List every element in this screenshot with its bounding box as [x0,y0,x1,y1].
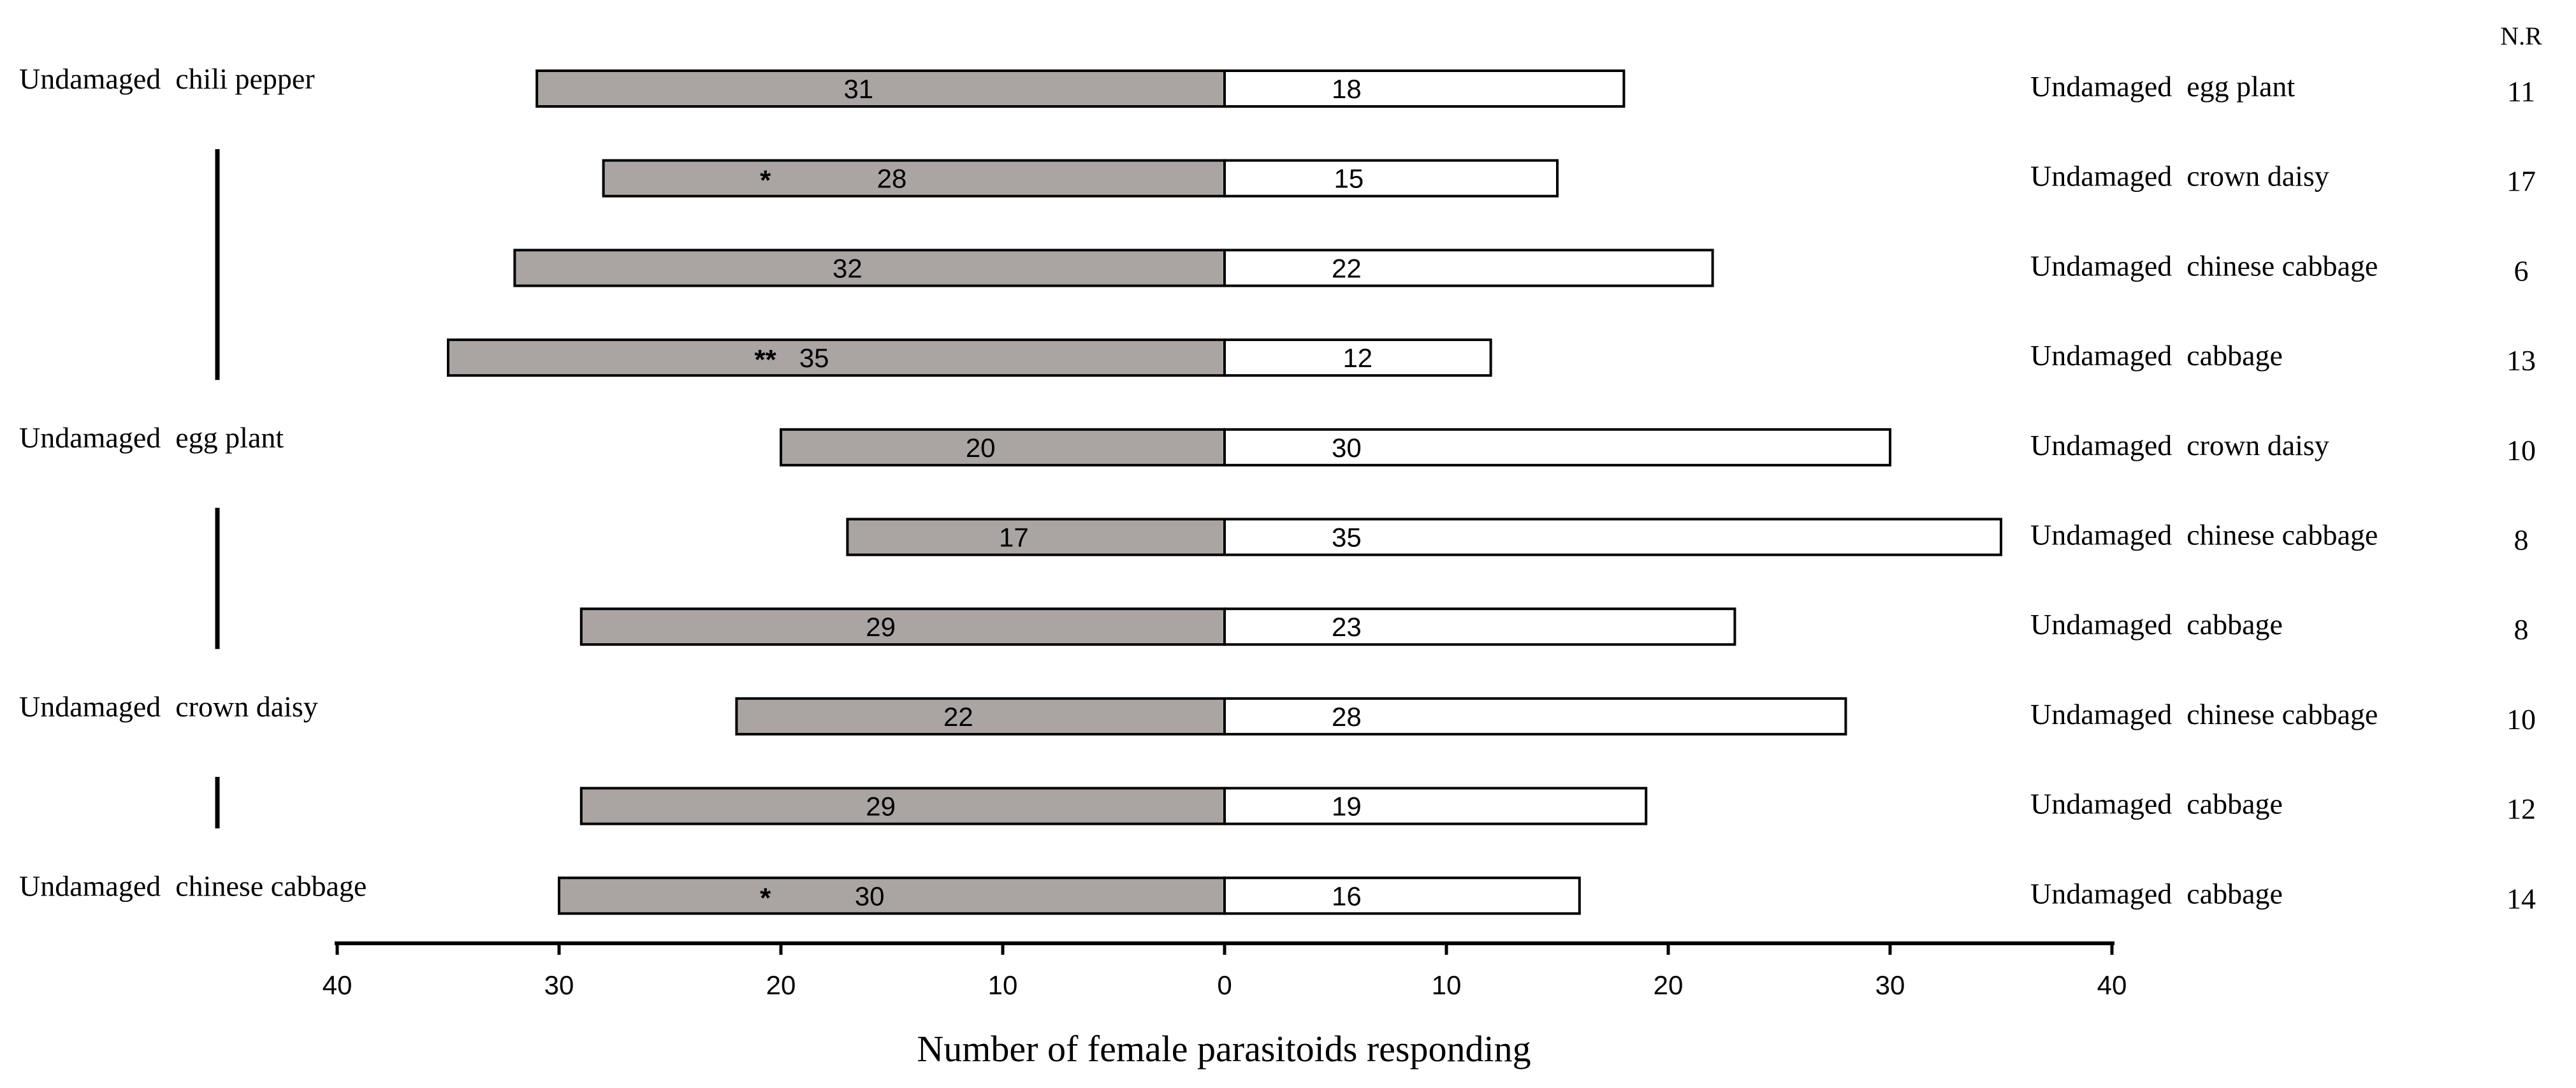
bar-right-value-label: 12 [1343,343,1372,373]
bar-left [735,697,1226,736]
nr-value: 6 [2514,254,2529,287]
x-tick-label: 30 [544,970,574,1000]
nr-value: 10 [2507,703,2536,736]
bar-right-value-label: 22 [1332,253,1362,283]
nr-value: 11 [2507,75,2535,108]
bar-left [447,338,1226,377]
bar-right-value-label: 15 [1334,164,1364,194]
right-labels-layer: Undamaged egg plant Undamaged crown daisy… [2030,70,2378,910]
x-tick-label: 40 [323,970,353,1000]
bar-left [579,607,1226,646]
x-tick-label: 10 [1432,970,1462,1000]
bar-right-value-label: 28 [1332,702,1362,732]
x-tick-label: 20 [766,970,796,1000]
bar-left-value-label: 29 [866,612,896,642]
bar-left-value-label: 17 [999,523,1029,553]
left-treatment-label: Undamaged egg plant [19,421,284,454]
x-axis-label: Number of female parasitoids responding [917,1028,1531,1070]
bar-right [1223,518,2002,556]
x-tick-label: 10 [988,970,1018,1000]
left-treatment-label: Undamaged chili pepper [19,62,315,95]
left-treatment-label: Undamaged chinese cabbage [19,869,367,902]
nr-value: 10 [2507,434,2536,467]
bar-left [602,159,1226,198]
bar-left [558,876,1226,915]
nr-value: 13 [2507,344,2536,377]
bar-right [1223,69,1626,108]
bar-left-value-label: 28 [877,164,907,194]
right-treatment-label: Undamaged chinese cabbage [2030,519,2378,551]
nr-value: 12 [2507,793,2536,825]
bar-labels-layer: 31 18 28 15 * 32 22 35 12 ** 20 30 17 35 29 23 22 28 29 19 3… [755,74,1373,913]
bars-layer [447,69,2002,915]
bar-left [535,69,1226,108]
nr-value: 8 [2514,524,2529,556]
nr-value: 8 [2514,613,2529,646]
bar-left-value-label: 35 [799,343,829,373]
bar-right-value-label: 16 [1332,881,1362,911]
bar-left-value-label: 30 [855,881,885,911]
right-treatment-label: Undamaged cabbage [2030,339,2283,372]
x-axis: 40 30 20 10 0 10 20 30 40 [323,941,2127,1000]
right-treatment-label: Undamaged chinese cabbage [2030,249,2378,282]
right-treatment-label: Undamaged cabbage [2030,608,2283,641]
bar-right-value-label: 35 [1332,523,1362,553]
bar-right [1223,249,1714,287]
bar-right [1223,787,1648,825]
bar-right [1223,428,1891,467]
x-tick-label: 30 [1875,970,1905,1000]
bar-right-value-label: 19 [1332,792,1362,822]
bar-right [1223,876,1581,915]
bar-left-value-label: 29 [866,792,896,822]
x-tick-label: 20 [1654,970,1684,1000]
significance-marker: ** [755,344,777,375]
nr-value: 17 [2507,165,2536,198]
bar-right-value-label: 18 [1332,74,1362,104]
x-tick-label: 0 [1217,970,1232,1000]
left-treatment-label: Undamaged crown daisy [19,690,318,723]
right-treatment-label: Undamaged chinese cabbage [2030,698,2378,730]
bar-left [780,428,1226,467]
bar-left-value-label: 31 [843,74,873,104]
nr-layer: N.R 11 17 6 13 10 8 8 10 12 14 [2500,22,2542,915]
bar-right-value-label: 23 [1332,612,1362,642]
significance-marker: * [760,882,771,913]
significance-marker: * [760,165,771,196]
bar-left [579,787,1226,825]
bar-right [1223,338,1492,377]
bar-left [846,518,1226,556]
right-treatment-label: Undamaged cabbage [2030,877,2283,910]
bar-left-value-label: 22 [943,702,973,732]
bar-right [1223,607,1736,646]
bar-left-value-label: 20 [966,433,996,463]
x-tick-label: 40 [2097,970,2127,1000]
bar-right [1223,159,1559,198]
nr-value: 14 [2507,882,2536,915]
nr-header: N.R [2500,22,2542,50]
right-treatment-label: Undamaged cabbage [2030,788,2283,820]
right-treatment-label: Undamaged crown daisy [2030,160,2329,192]
right-treatment-label: Undamaged crown daisy [2030,429,2329,461]
bar-right [1223,697,1847,736]
bar-left-value-label: 32 [833,253,862,283]
left-labels-layer: Undamaged chili pepper Undamaged egg plan… [19,62,367,902]
bar-left [513,249,1226,287]
bar-right-value-label: 30 [1332,433,1362,463]
right-treatment-label: Undamaged egg plant [2030,70,2295,103]
